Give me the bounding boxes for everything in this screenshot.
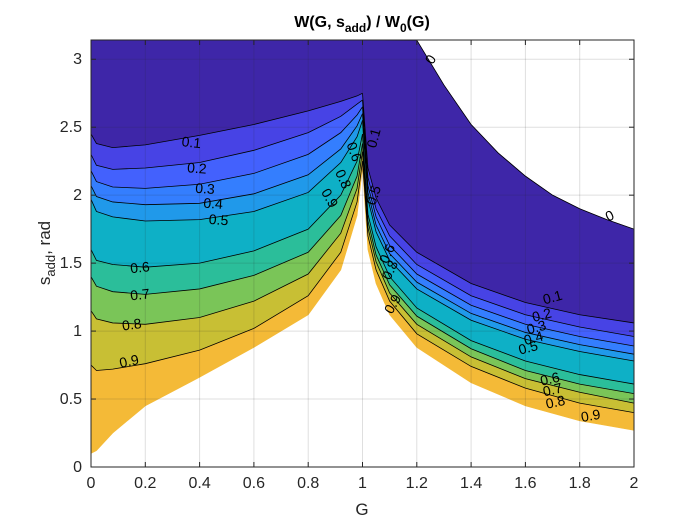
x-tick-label: 0.4	[188, 475, 210, 492]
contour-label: 0.7	[541, 379, 564, 399]
left-contour-line-0.2	[91, 99, 363, 170]
contour-label: 0.6	[129, 258, 150, 276]
contour-label-text: 0.6	[344, 140, 366, 164]
contour-label: 0.8	[332, 167, 355, 192]
contour-label: 0.7	[129, 285, 150, 303]
title-part-sub-zero: 0	[400, 21, 407, 35]
x-tick-label: 1.8	[569, 475, 591, 492]
contour-label-text: 0.5	[208, 211, 229, 228]
contour-label: 0.8	[544, 392, 567, 412]
left-contour-line-0.6	[91, 133, 363, 268]
contour-label: 0.6	[344, 140, 366, 164]
contour-label-text: 0.6	[539, 369, 562, 389]
x-tick-label: 0	[87, 475, 96, 492]
left-contour-line-0.3	[91, 106, 363, 189]
contour-label: 0.4	[203, 195, 224, 212]
contour-label-text: 0.1	[181, 133, 202, 151]
y-tick-label: 0	[73, 459, 82, 476]
ylabel-part-main: s	[35, 277, 54, 286]
contour-label-text: 0.7	[129, 285, 150, 303]
contour-label: 0.6	[539, 369, 562, 389]
left-contour-line-0.9	[91, 161, 363, 371]
contour-label-text: 0.8	[378, 257, 401, 282]
title-part-mid: ) / W	[366, 14, 401, 31]
contour-label-text: 0.9	[580, 406, 602, 425]
contour-label-text: 0.6	[376, 241, 399, 265]
contour-label-text: 0.8	[544, 392, 567, 412]
y-tick-label: 2	[73, 187, 82, 204]
contour-label: 0.5	[363, 183, 384, 207]
y-axis-label: sadd, rad	[35, 221, 58, 285]
right-contour-line-0.3	[362, 106, 634, 347]
x-tick-label: 1.4	[460, 475, 482, 492]
contour-label: 0.9	[580, 406, 602, 425]
right-contour-line-0	[362, 40, 634, 230]
y-tick-label: 1	[73, 323, 82, 340]
left-contour-line-0.7	[91, 143, 363, 295]
x-tick-label: 1.2	[406, 475, 428, 492]
right-contour-line-0.5	[362, 120, 634, 362]
contour-label: 0.1	[181, 133, 202, 151]
contour-label: 0.1	[363, 126, 384, 149]
x-tick-label: 0.2	[134, 475, 156, 492]
contour-label-text: 0.6	[129, 258, 150, 276]
chart-title: W(G, sadd) / W0(G)	[294, 14, 430, 35]
contour-label: 0.8	[378, 257, 401, 282]
contour-label-text: 0.1	[541, 287, 564, 308]
right-contour-line-0.8	[362, 151, 634, 404]
contour-label-text: 0.7	[541, 379, 564, 399]
contour-label-text: 0.9	[118, 351, 141, 371]
ylabel-part-sub: add	[43, 255, 58, 277]
contour-label: 0.5	[208, 211, 229, 228]
contour-label: 0.8	[121, 315, 143, 334]
x-tick-label: 2	[630, 475, 639, 492]
y-tick-label: 1.5	[60, 255, 82, 272]
contour-label-text: 0.1	[363, 126, 384, 149]
y-tick-label: 3	[73, 51, 82, 68]
contour-label-text: 0.2	[530, 304, 553, 325]
contour-label: 0.3	[195, 180, 216, 197]
left-contour-line-0.4	[91, 113, 363, 206]
x-tick-label: 1	[358, 475, 367, 492]
contour-label-text: 0.8	[332, 167, 355, 192]
right-contour-line-0.6	[362, 133, 634, 385]
contour-label-text: 0.2	[187, 159, 208, 176]
contour-label: 0.2	[187, 159, 208, 176]
contour-label: 0.3	[525, 317, 548, 338]
contour-label: 0.1	[541, 287, 564, 308]
right-contour-line-0.1	[362, 93, 634, 324]
contour-label: 0.5	[517, 337, 540, 358]
y-tick-label: 2.5	[60, 119, 82, 136]
ylabel-part-unit: , rad	[35, 221, 54, 255]
right-contour-line-0.4	[362, 113, 634, 355]
title-part-main: W(G, s	[294, 14, 345, 31]
title-part-end: (G)	[407, 14, 430, 31]
title-part-sub-add: add	[345, 21, 366, 35]
x-axis-label: G	[355, 500, 368, 519]
contour-label-text: 0.4	[203, 195, 224, 212]
contour-label-text: 0.8	[121, 315, 143, 334]
contour-label: 0.2	[530, 304, 553, 325]
x-tick-label: 0.6	[243, 475, 265, 492]
x-tick-label: 0.8	[297, 475, 319, 492]
left-contour-line-0.1	[91, 92, 363, 148]
contour-label: 0.4	[522, 328, 545, 349]
contour-label-text: 0.3	[525, 317, 548, 338]
left-contour-line-0.5	[91, 120, 363, 222]
contour-label-text: 0.3	[195, 180, 216, 197]
contour-label: 0.6	[376, 241, 399, 265]
contour-label-text: 0.5	[363, 183, 384, 207]
right-contour-line-0.7	[362, 143, 634, 394]
contour-label-text: 0.5	[517, 337, 540, 358]
right-contour-line-0.2	[362, 99, 634, 337]
y-tick-label: 0.5	[60, 391, 82, 408]
left-contour-line-0.8	[91, 151, 363, 325]
x-tick-label: 1.6	[514, 475, 536, 492]
contour-label-text: 0.4	[522, 328, 545, 349]
right-contour-line-0.9	[362, 161, 634, 414]
contour-label: 0.9	[118, 351, 141, 371]
